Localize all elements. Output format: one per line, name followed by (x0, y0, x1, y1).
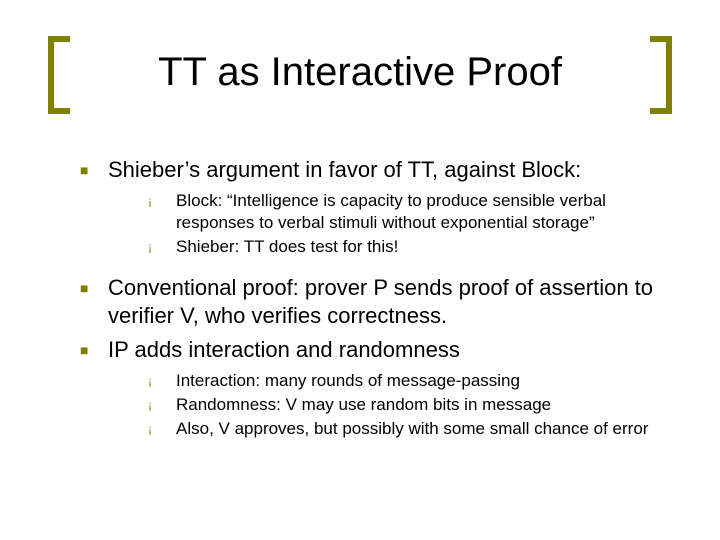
square-bullet-icon: ■ (80, 274, 108, 302)
bullet-l2: ¡ Interaction: many rounds of message-pa… (148, 370, 660, 392)
bullet-l2: ¡ Also, V approves, but possibly with so… (148, 418, 660, 440)
square-bullet-icon: ■ (80, 156, 108, 184)
sub-bullet-group: ¡ Interaction: many rounds of message-pa… (148, 370, 660, 440)
bullet-l1: ■ IP adds interaction and randomness (80, 336, 660, 364)
circle-bullet-icon: ¡ (148, 394, 176, 416)
bullet-text: Shieber’s argument in favor of TT, again… (108, 156, 581, 184)
bullet-text: Also, V approves, but possibly with some… (176, 418, 648, 440)
bullet-text: Block: “Intelligence is capacity to prod… (176, 190, 660, 234)
bullet-l2: ¡ Block: “Intelligence is capacity to pr… (148, 190, 660, 234)
circle-bullet-icon: ¡ (148, 236, 176, 258)
bullet-l1: ■ Conventional proof: prover P sends pro… (80, 274, 660, 330)
bullet-text: Randomness: V may use random bits in mes… (176, 394, 551, 416)
sub-bullet-group: ¡ Block: “Intelligence is capacity to pr… (148, 190, 660, 258)
bullet-l1: ■ Shieber’s argument in favor of TT, aga… (80, 156, 660, 184)
bullet-text: Shieber: TT does test for this! (176, 236, 398, 258)
bullet-text: Conventional proof: prover P sends proof… (108, 274, 660, 330)
circle-bullet-icon: ¡ (148, 418, 176, 440)
bullet-text: IP adds interaction and randomness (108, 336, 460, 364)
bullet-l2: ¡ Shieber: TT does test for this! (148, 236, 660, 258)
bullet-l2: ¡ Randomness: V may use random bits in m… (148, 394, 660, 416)
slide-body: ■ Shieber’s argument in favor of TT, aga… (80, 150, 660, 456)
slide-title: TT as Interactive Proof (0, 50, 720, 95)
circle-bullet-icon: ¡ (148, 190, 176, 212)
slide: TT as Interactive Proof ■ Shieber’s argu… (0, 0, 720, 540)
square-bullet-icon: ■ (80, 336, 108, 364)
bullet-text: Interaction: many rounds of message-pass… (176, 370, 520, 392)
circle-bullet-icon: ¡ (148, 370, 176, 392)
